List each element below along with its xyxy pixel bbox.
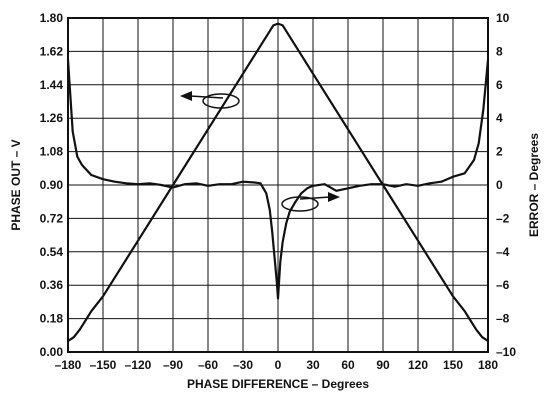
left-arrow-head bbox=[180, 91, 192, 101]
right-indicator-arrow bbox=[299, 196, 331, 200]
x-axis-title: PHASE DIFFERENCE – Degrees bbox=[187, 377, 369, 391]
x-tick-labels: –180 –150 –120 –90 –60 –30 0 30 60 90 120 150 180 bbox=[55, 358, 499, 372]
y-right-tick-label: –10 bbox=[496, 345, 516, 359]
x-tick-label: 0 bbox=[275, 358, 282, 372]
y-right-tick-label: –2 bbox=[496, 211, 510, 225]
y-right-tick-label: 0 bbox=[496, 178, 503, 192]
left-axis-indicator bbox=[180, 91, 240, 109]
y-right-tick-label: 4 bbox=[496, 111, 503, 125]
y-right-tick-label: –4 bbox=[496, 245, 510, 259]
right-indicator-ellipse bbox=[281, 196, 319, 212]
y-left-axis-title: PHASE OUT – V bbox=[9, 139, 23, 230]
y-right-tick-label: 2 bbox=[496, 145, 503, 159]
y-left-tick-label: 1.80 bbox=[40, 11, 64, 25]
y-left-tick-label: 0.90 bbox=[40, 178, 64, 192]
y-left-tick-label: 1.62 bbox=[40, 44, 64, 58]
y-left-tick-label: 0.72 bbox=[40, 211, 64, 225]
y-left-tick-label: 1.08 bbox=[40, 145, 64, 159]
x-tick-label: 30 bbox=[306, 358, 320, 372]
right-arrow-head bbox=[328, 192, 340, 202]
left-indicator-arrow bbox=[189, 95, 224, 99]
left-indicator-ellipse bbox=[202, 93, 240, 109]
phase-out-series-line bbox=[66, 22, 490, 342]
x-tick-label: –150 bbox=[90, 358, 117, 372]
x-tick-label: –180 bbox=[55, 358, 82, 372]
y-right-tick-labels: –10 –8 –6 –4 –2 0 2 4 6 8 10 bbox=[496, 11, 516, 359]
y-left-tick-label: 0.54 bbox=[40, 245, 64, 259]
x-tick-label: –60 bbox=[198, 358, 218, 372]
y-left-tick-label: 0.36 bbox=[40, 278, 64, 292]
x-tick-label: 60 bbox=[341, 358, 355, 372]
y-right-tick-label: –8 bbox=[496, 312, 510, 326]
y-right-tick-label: 6 bbox=[496, 78, 503, 92]
x-tick-label: –30 bbox=[233, 358, 253, 372]
error-series-line bbox=[66, 58, 490, 300]
x-tick-label: –90 bbox=[163, 358, 183, 372]
y-left-tick-label: 1.26 bbox=[40, 111, 64, 125]
y-right-tick-label: 10 bbox=[496, 11, 510, 25]
x-tick-label: 90 bbox=[376, 358, 390, 372]
x-tick-label: 150 bbox=[443, 358, 463, 372]
y-left-tick-label: 0.18 bbox=[40, 312, 64, 326]
y-left-tick-labels: 0.00 0.18 0.36 0.54 0.72 0.90 1.08 1.26 1.44 1.62… bbox=[40, 11, 64, 359]
x-tick-label: –120 bbox=[125, 358, 152, 372]
series-lines bbox=[66, 22, 490, 342]
y-right-axis-title: ERROR – Degrees bbox=[527, 133, 541, 237]
y-right-tick-label: –6 bbox=[496, 278, 510, 292]
y-left-tick-label: 0.00 bbox=[40, 345, 64, 359]
y-right-tick-label: 8 bbox=[496, 44, 503, 58]
x-tick-label: 180 bbox=[478, 358, 498, 372]
x-tick-label: 120 bbox=[408, 358, 428, 372]
right-axis-indicator bbox=[281, 192, 340, 212]
y-left-tick-label: 1.44 bbox=[40, 78, 64, 92]
